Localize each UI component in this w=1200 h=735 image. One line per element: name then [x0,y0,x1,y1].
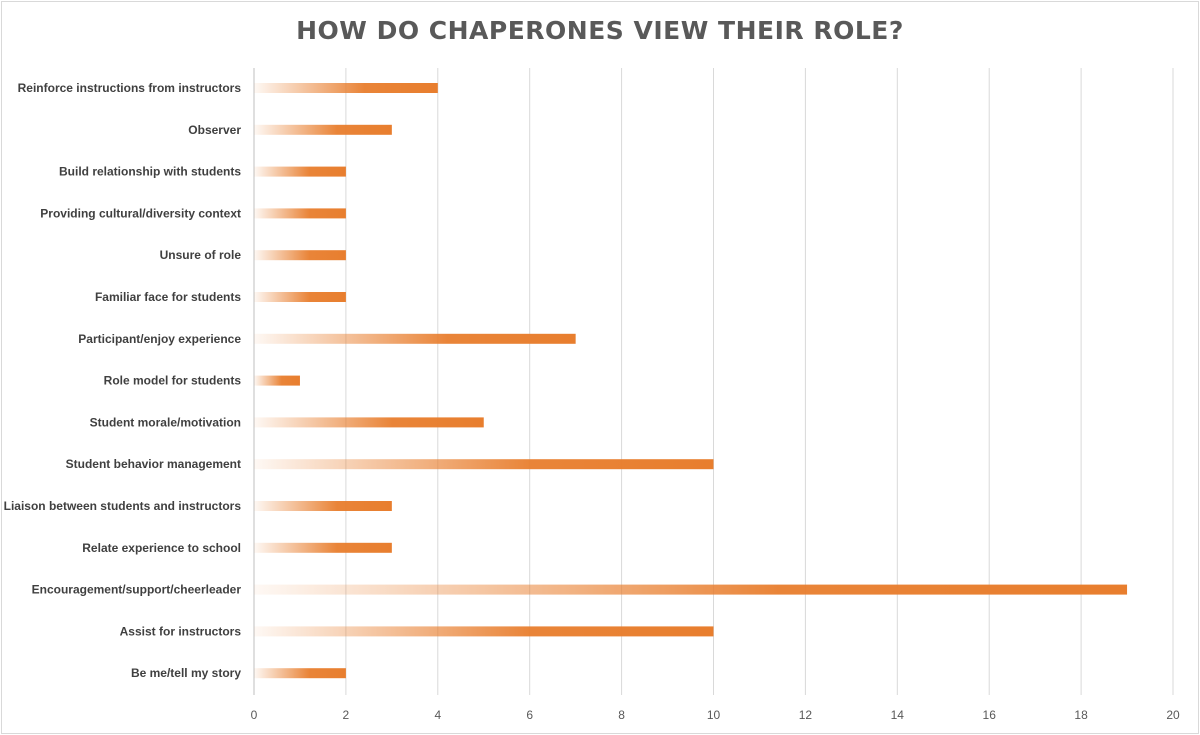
category-label: Providing cultural/diversity context [40,206,241,220]
category-label: Role model for students [104,374,242,388]
category-label: Be me/tell my story [131,666,241,680]
x-tick-label: 12 [799,708,813,722]
bar [254,375,300,386]
bar [254,584,1128,595]
x-tick-label: 14 [891,708,905,722]
grid-lines [253,68,1174,695]
x-tick-label: 18 [1074,708,1088,722]
category-label: Student behavior management [66,457,241,471]
bar [254,124,392,135]
category-label: Assist for instructors [120,624,242,638]
category-label: Build relationship with students [59,165,241,179]
bar [254,292,346,302]
category-label: Student morale/motivation [90,415,241,429]
bar [254,668,346,679]
bar [254,501,392,511]
x-tick-label: 8 [618,708,625,722]
x-tick-label: 0 [251,708,258,722]
bar [254,250,346,261]
bar [254,333,576,344]
bar [254,83,438,93]
bar [254,626,714,637]
x-tick-label: 6 [526,708,533,722]
category-label: Encouragement/support/cheerleader [32,583,242,597]
bar [254,166,346,177]
chart-title: HOW DO CHAPERONES VIEW THEIR ROLE? [296,16,904,45]
x-tick-label: 4 [434,708,441,722]
category-label: Observer [188,123,241,137]
category-label: Liaison between students and instructors [4,499,242,513]
bar [254,208,346,219]
category-label: Reinforce instructions from instructors [18,81,242,95]
x-tick-label: 16 [983,708,997,722]
x-tick-label: 2 [343,708,350,722]
x-tick-labels: 0 2 4 6 8 10 12 14 16 18 20 [251,708,1180,722]
x-tick-label: 10 [707,708,721,722]
x-tick-label: 20 [1166,708,1180,722]
bar [254,459,714,470]
category-label: Relate experience to school [82,541,241,555]
category-label: Participant/enjoy experience [78,332,241,346]
category-labels: Reinforce instructions from instructors O… [4,81,242,680]
bar [254,542,392,553]
category-label: Unsure of role [160,248,242,262]
bar [254,417,484,428]
category-label: Familiar face for students [95,290,241,304]
bars-group [254,83,1128,679]
